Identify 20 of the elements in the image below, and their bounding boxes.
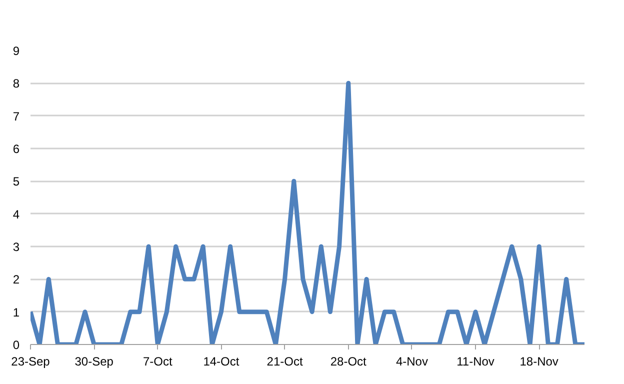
y-tick-label: 3 [12, 240, 20, 254]
x-tick-label: 4-Nov [396, 354, 428, 368]
y-tick-label: 0 [12, 338, 20, 352]
x-tick-label: 30-Sep [74, 354, 114, 368]
line-series [30, 80, 584, 344]
x-tick-label: 28-Oct [330, 354, 368, 368]
y-tick-label: 9 [12, 44, 20, 58]
y-tick-label: 1 [12, 305, 20, 320]
y-tick-label: 8 [12, 76, 20, 91]
y-tick-label: 6 [12, 142, 20, 156]
x-tick-label: 7-Oct [142, 354, 173, 368]
y-tick-label: 2 [12, 272, 20, 287]
y-tick-label: 5 [12, 174, 20, 189]
y-tick-label: 4 [12, 207, 20, 222]
x-tick-label: 21-Oct [266, 354, 304, 368]
x-tick-label: 11-Nov [456, 354, 494, 368]
x-tick-label: 14-Oct [203, 354, 240, 368]
y-tick-label: 7 [12, 109, 20, 124]
x-tick-label: 23-Sep [11, 354, 50, 368]
x-tick-label: 18-Nov [520, 354, 558, 368]
